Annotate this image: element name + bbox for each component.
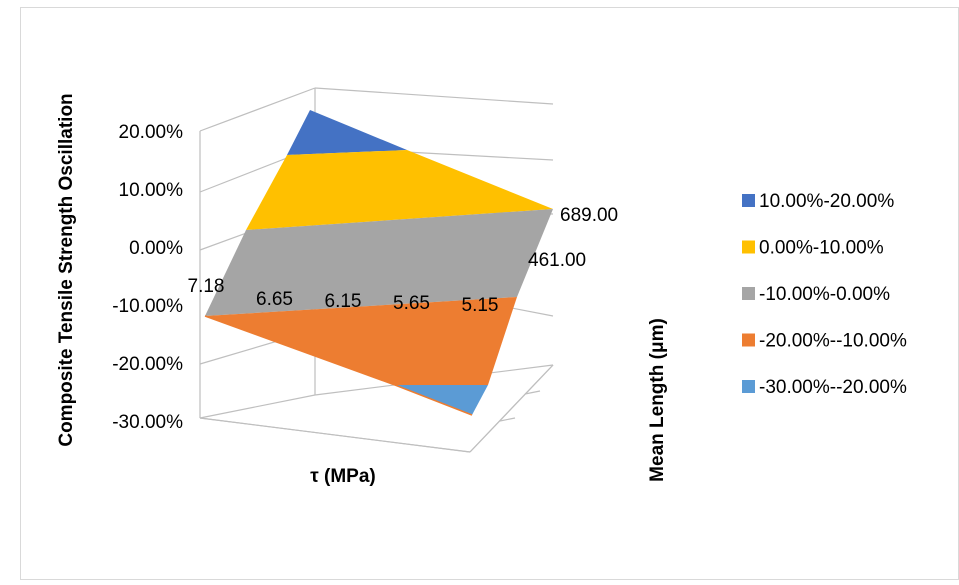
legend: 10.00%-20.00% 0.00%-10.00% -10.00%-0.00% -2…: [742, 191, 907, 398]
z-tick-label: 10.00%: [119, 180, 184, 201]
y-axis-ticks: 461.00 689.00: [528, 205, 618, 271]
legend-label: -30.00%--20.00%: [759, 377, 907, 398]
floor-right-edge-front: [469, 364, 554, 453]
x-axis-title: τ (MPa): [310, 466, 375, 487]
surface-band-m10-0: [205, 209, 553, 316]
legend-label: -20.00%--10.00%: [759, 331, 907, 352]
z-tick-label: -20.00%: [112, 354, 183, 375]
x-tick-label: 6.15: [325, 291, 362, 312]
x-tick-label: 6.65: [256, 289, 293, 310]
floor-side-edge: [199, 394, 316, 419]
z-tick-label: -10.00%: [112, 296, 183, 317]
x-tick-label: 5.15: [462, 295, 499, 316]
x-tick-label: 5.65: [393, 293, 430, 314]
z-tick-label: -30.00%: [112, 412, 183, 433]
legend-swatch: [742, 287, 755, 300]
y-tick-label: 461.00: [528, 250, 586, 271]
x-tick-label: 7.18: [188, 276, 225, 297]
legend-label: -10.00%-0.00%: [759, 284, 890, 305]
legend-label: 10.00%-20.00%: [759, 191, 894, 212]
z-axis-title: Composite Tensile Strength Oscillation: [56, 93, 77, 446]
surface-band-m20-m10: [205, 297, 517, 385]
y-axis-title: Mean Length (μm): [647, 318, 668, 482]
surface: [204, 110, 553, 416]
legend-swatch: [742, 240, 755, 254]
z-axis-ticks: 20.00% 10.00% 0.00% -10.00% -20.00% -30.00%: [112, 122, 183, 433]
depth-tick: [499, 417, 516, 422]
legend-swatch: [742, 333, 755, 347]
y-tick-label: 689.00: [560, 205, 618, 226]
surface-band-0-10: [246, 150, 553, 230]
near-floor-edges: [199, 364, 554, 453]
depth-tick: [524, 390, 541, 395]
x-axis-ticks: 7.18 6.65 6.15 5.65 5.15: [188, 276, 499, 316]
z-tick-label: 0.00%: [129, 238, 183, 259]
legend-swatch: [742, 194, 755, 207]
z-tick-label: 20.00%: [119, 122, 184, 143]
gridline-side-20: [199, 87, 316, 132]
surface-band-m30-m20: [395, 385, 488, 415]
surface-front-edge: [204, 315, 473, 416]
gridline-back-20: [314, 87, 554, 105]
legend-swatch: [742, 380, 755, 393]
legend-label: 0.00%-10.00%: [759, 238, 884, 259]
surface-band-10-20: [287, 110, 407, 155]
floor-front-edge-front: [199, 417, 471, 453]
